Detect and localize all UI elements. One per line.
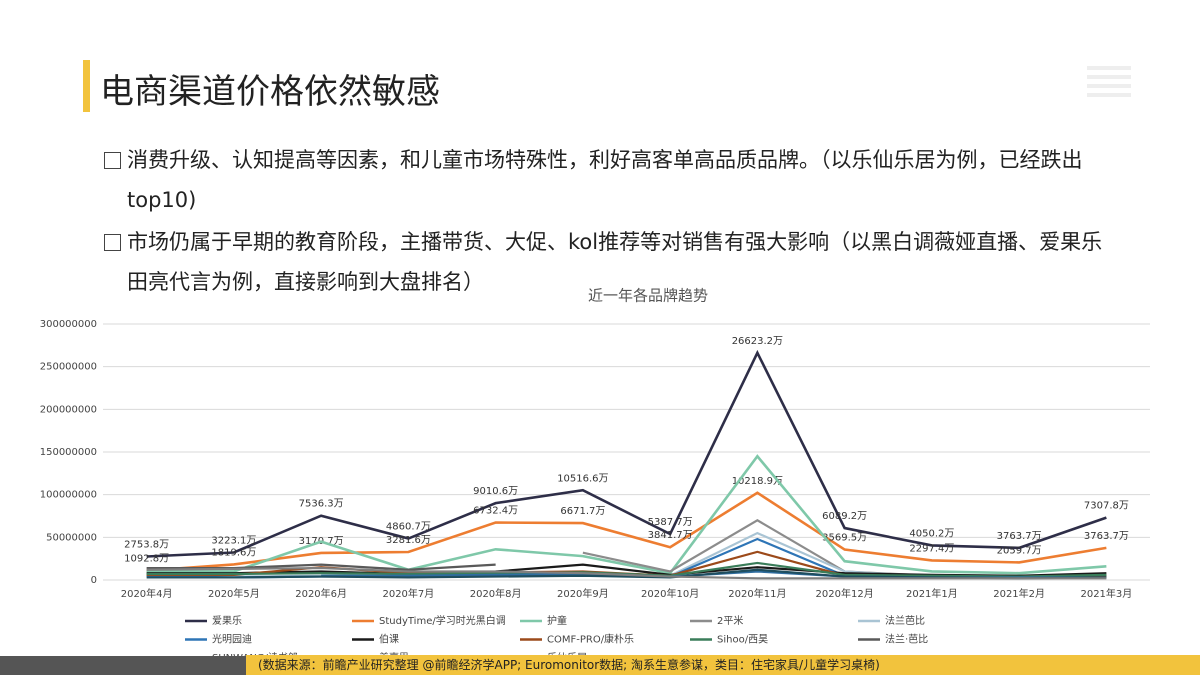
data-label: 10516.6万 [557,473,608,484]
series-line [146,566,1107,580]
data-label: 7536.3万 [299,499,344,510]
x-tick-label: 2020年11月 [728,587,786,600]
data-label: 3223.1万 [211,535,256,546]
legend-label: COMF-PRO/康朴乐 [547,633,634,646]
x-tick-label: 2021年1月 [906,587,958,600]
chart-title: 近一年各品牌趋势 [588,287,708,305]
data-label: 3281.6万 [386,535,431,546]
series-line [146,563,496,571]
y-tick-label: 200000000 [40,404,97,415]
data-label: 1819.6万 [211,547,256,558]
data-label: 26623.2万 [732,336,783,347]
x-tick-label: 2020年10月 [641,587,699,600]
y-tick-label: 300000000 [40,319,97,330]
bullet: 消费升级、认知提高等因素，和儿童市场特殊性，利好高客单高品质品牌。（以乐仙乐居为… [100,140,1107,220]
menu-icon [1087,66,1131,97]
data-label: 2059.7万 [997,545,1042,556]
data-label: 4860.7万 [386,522,431,533]
data-label: 5387.7万 [648,517,693,528]
y-tick-label: 100000000 [40,490,97,501]
x-tick-label: 2021年2月 [993,587,1045,600]
data-label: 6732.4万 [473,506,518,517]
y-tick-label: 50000000 [46,532,97,543]
legend-label: 法兰·芭比 [885,633,928,646]
bullet: 市场仍属于早期的教育阶段，主播带货、大促、kol推荐等对销售有强大影响（以黑白调… [100,222,1107,302]
series-line [146,454,1107,575]
data-label: 6089.2万 [822,511,867,522]
y-tick-label: 0 [91,575,97,586]
bullet-text: 消费升级、认知提高等因素，和儿童市场特殊性，利好高客单高品质品牌。（以乐仙乐居为… [127,148,1083,212]
data-label: 2297.4万 [909,543,954,554]
footer-source: (数据来源：前瞻产业研究整理 @前瞻经济学APP; Euromonitor数据;… [246,655,1200,675]
x-tick-label: 2020年6月 [295,587,347,600]
x-tick-label: 2020年8月 [470,587,522,600]
slide-title: 电商渠道价格依然敏感 [100,72,440,112]
bullet-text: 市场仍属于早期的教育阶段，主播带货、大促、kol推荐等对销售有强大影响（以黑白调… [127,230,1103,294]
data-label: 3841.7万 [648,530,693,541]
data-label: 3763.7万 [997,531,1042,542]
data-label: 9010.6万 [473,486,518,497]
data-label: 7307.8万 [1084,501,1129,512]
data-label: 1092.8万 [124,554,169,565]
x-tick-label: 2020年7月 [382,587,434,600]
data-label: 4050.2万 [909,528,954,539]
legend-label: 光明园迪 [212,633,252,646]
data-label: 10218.9万 [732,476,783,487]
y-tick-label: 250000000 [40,362,97,373]
footer-bar [0,656,250,675]
x-tick-label: 2020年9月 [557,587,609,600]
title-accent [83,60,90,112]
data-label: 3569.5万 [822,533,867,544]
legend-label: 2平米 [717,614,743,627]
legend-label: StudyTime/学习时光黑白调 [379,614,506,627]
y-tick-label: 150000000 [40,447,97,458]
legend-label: 护童 [547,614,567,627]
legend-label: 法兰芭比 [885,614,925,627]
x-tick-label: 2020年12月 [816,587,874,600]
series-line [146,491,1107,572]
data-label: 3763.7万 [1084,531,1129,542]
legend-label: 伯课 [379,633,399,646]
data-label: 6671.7万 [560,506,605,517]
legend-label: Sihoo/西昊 [717,634,768,646]
data-label: 2753.8万 [124,540,169,551]
legend-label: 爱果乐 [212,614,242,627]
x-tick-label: 2020年4月 [121,587,173,600]
x-tick-label: 2021年3月 [1080,587,1132,600]
series-line [146,349,1107,558]
x-tick-label: 2020年5月 [208,587,260,600]
